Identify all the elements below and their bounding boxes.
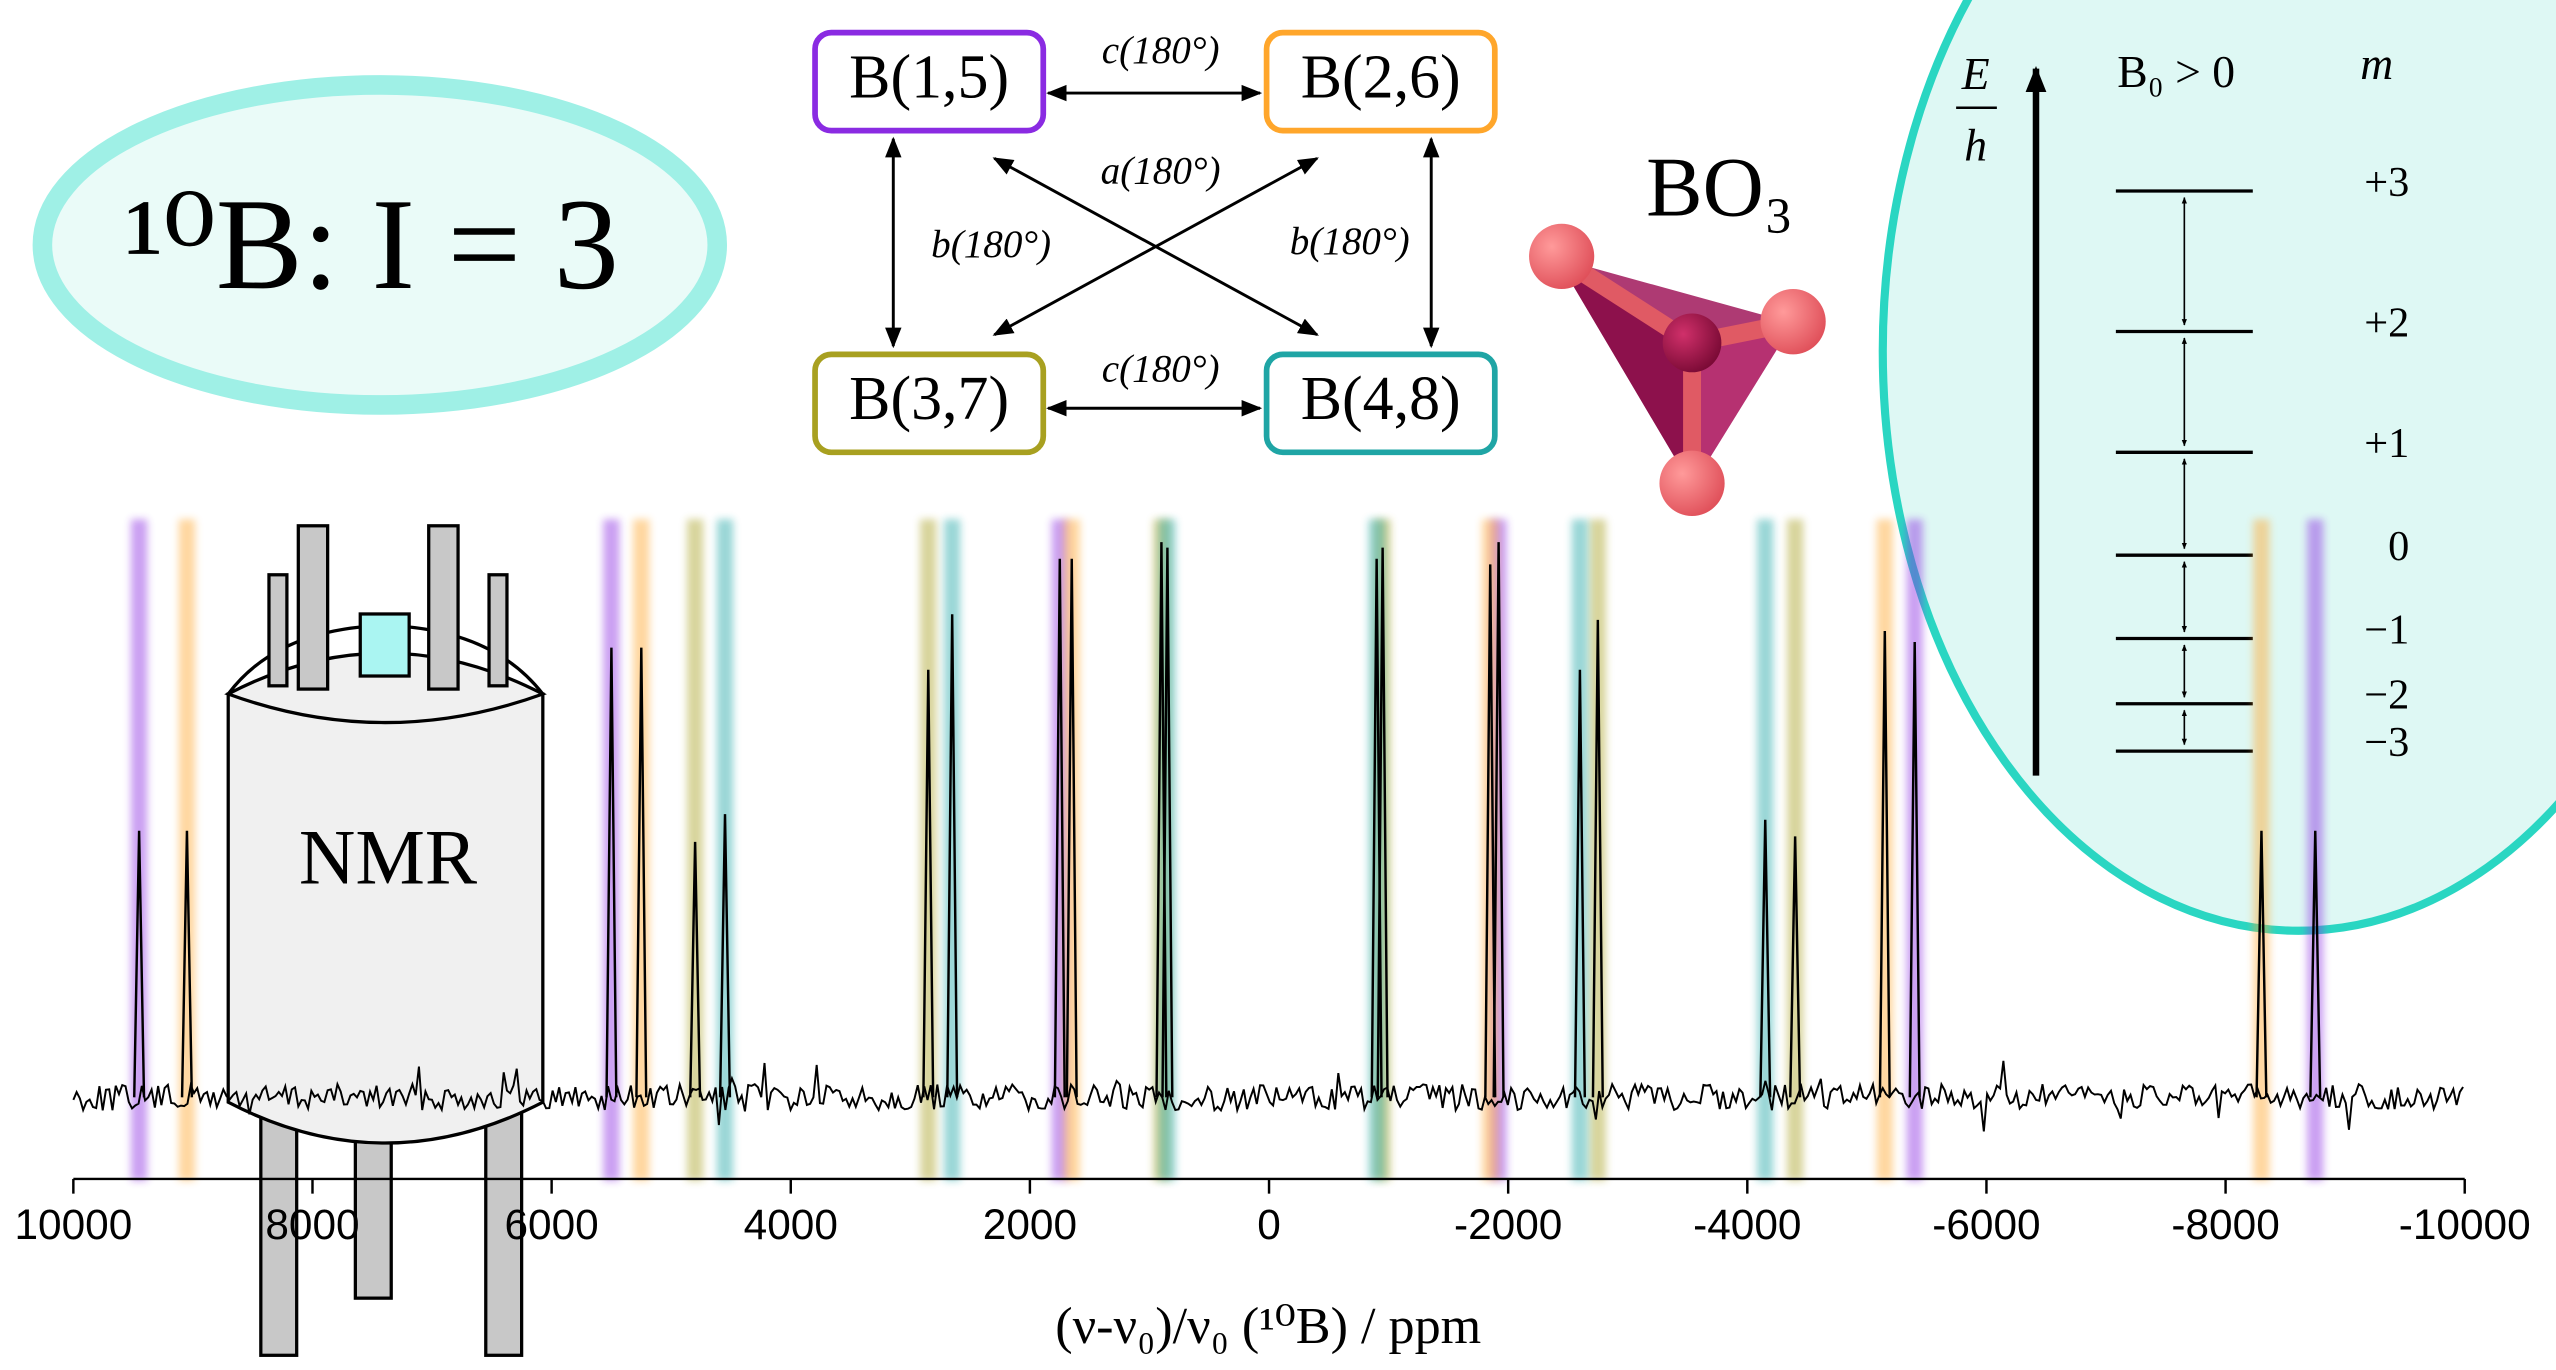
energy-levels: +3 +2 +1 0 −1 −2−3 xyxy=(2115,159,2409,766)
level-label: 0 xyxy=(2388,523,2409,570)
peak xyxy=(1573,669,1587,1098)
peak xyxy=(1370,558,1383,1098)
peak xyxy=(180,830,194,1098)
nmr-magnet: NMR xyxy=(224,524,547,1357)
peak xyxy=(2309,830,2322,1098)
peak xyxy=(2255,830,2268,1098)
x-tick-label: 0 xyxy=(1257,1201,1281,1248)
legend-box xyxy=(1263,351,1498,456)
peak xyxy=(718,814,732,1098)
legend-label: B(2,6) xyxy=(1301,43,1461,111)
peak xyxy=(1591,619,1604,1098)
isotope-label: ¹⁰B: I = 3 xyxy=(124,173,618,317)
x-tick-label: 2000 xyxy=(983,1201,1077,1248)
peak xyxy=(1161,547,1174,1098)
legend-box xyxy=(1263,29,1498,134)
level-label: −1 xyxy=(2364,606,2409,653)
edge-label: c(180°) xyxy=(1102,347,1220,390)
edge-label: b(180°) xyxy=(1290,220,1410,263)
peak xyxy=(1065,558,1078,1098)
legend-box xyxy=(812,29,1047,134)
baseline-noise xyxy=(72,1060,2464,1132)
peak xyxy=(1492,542,1505,1098)
x-tick-label: -10000 xyxy=(2399,1201,2531,1248)
x-tick-label: -2000 xyxy=(1454,1201,1562,1248)
peak xyxy=(946,614,959,1098)
peak xyxy=(1484,564,1497,1098)
x-tick-label: -6000 xyxy=(1932,1201,2040,1248)
level-label: +3 xyxy=(2364,159,2409,206)
x-tick-label: 8000 xyxy=(265,1201,359,1248)
x-tick-label: 6000 xyxy=(504,1201,598,1248)
peak xyxy=(1053,558,1066,1098)
peak xyxy=(922,669,935,1098)
edge xyxy=(992,157,1319,337)
edge-label: b(180°) xyxy=(931,223,1051,266)
peak xyxy=(1759,819,1772,1098)
legend-label: B(4,8) xyxy=(1301,365,1461,433)
x-tick-label: 4000 xyxy=(744,1201,838,1248)
x-tick-label: -4000 xyxy=(1693,1201,1801,1248)
energy-numerator: E xyxy=(1961,48,1990,99)
field-label: B₀ > 0 xyxy=(2117,46,2235,97)
legend-box xyxy=(812,351,1047,456)
peak xyxy=(1908,642,1921,1098)
edge-label: c(180°) xyxy=(1102,29,1220,72)
level-label: −2 xyxy=(2364,672,2409,719)
m-header: m xyxy=(2360,38,2393,89)
peak xyxy=(1789,836,1802,1098)
legend-label: B(3,7) xyxy=(849,365,1009,433)
edge-label: a(180°) xyxy=(1101,150,1221,193)
x-axis: 10000 8000 6000 4000 2000 0 -2000 -4000 -6000 -80… xyxy=(14,1177,2531,1248)
level-label: −3 xyxy=(2364,719,2409,766)
coupling-diagram: c(180°) c(180°) b(180°) b(180°) a(180°) … xyxy=(812,29,1498,456)
peak xyxy=(635,647,648,1098)
level-label: +2 xyxy=(2364,299,2409,346)
peak xyxy=(605,647,618,1098)
molecule-label: BO₃ xyxy=(1646,140,1793,234)
legend-label: B(1,5) xyxy=(849,43,1009,111)
instrument-label: NMR xyxy=(299,813,478,900)
molecule: BO₃ xyxy=(1529,140,1826,516)
peak xyxy=(133,830,146,1098)
peak xyxy=(1878,630,1891,1098)
level-label: +1 xyxy=(2364,420,2409,467)
x-axis-label: (ν-ν₀)/ν₀ (¹⁰B) / ppm xyxy=(1055,1297,1481,1355)
energy-denominator: h xyxy=(1964,120,1987,171)
peaks xyxy=(133,542,2322,1098)
peak xyxy=(688,841,702,1098)
energy-bubble xyxy=(1878,0,2556,935)
isotope-bubble xyxy=(32,75,728,415)
x-tick-label: -8000 xyxy=(2171,1201,2279,1248)
x-tick-label: 10000 xyxy=(14,1201,132,1248)
